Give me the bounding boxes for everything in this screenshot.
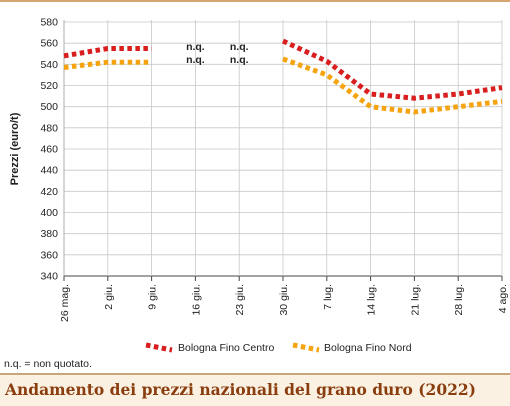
- y-tick-label: 480: [40, 122, 58, 134]
- legend-swatch: [292, 342, 320, 353]
- y-tick-label: 380: [40, 228, 58, 240]
- y-tick-label: 520: [40, 80, 58, 92]
- title-bar: Andamento dei prezzi nazionali del grano…: [0, 373, 510, 406]
- y-tick-label: 500: [40, 101, 58, 113]
- legend-label: Bologna Fino Centro: [178, 342, 274, 354]
- y-tick-label: 420: [40, 186, 58, 198]
- legend-swatch: [145, 342, 173, 353]
- series-line: [282, 56, 503, 115]
- x-tick-label: 7 lug.: [322, 284, 334, 310]
- x-tick-label: 21 lug.: [409, 284, 421, 316]
- series-bologna-fino-nord: [63, 56, 503, 115]
- price-line-chart: 340 360 380 400 420 440 460 480 500 520 540 560 580 2…: [9, 17, 509, 355]
- not-quoted-label: n.q.: [186, 41, 205, 53]
- y-tick-label: 400: [40, 207, 58, 219]
- not-quoted-label: n.q.: [186, 54, 205, 66]
- y-tick-label: 540: [40, 59, 58, 71]
- legend-item: Bologna Fino Centro: [145, 342, 274, 354]
- y-tick-label: 560: [40, 38, 58, 50]
- y-tick-label: 360: [40, 249, 58, 261]
- legend-item: Bologna Fino Nord: [292, 342, 412, 354]
- footnote: n.q. = non quotato.: [4, 358, 92, 370]
- top-accent-line: [0, 0, 510, 2]
- series-bologna-fino-centro: [63, 38, 503, 101]
- x-tick-label: 23 giu.: [234, 284, 246, 316]
- series-line: [63, 46, 152, 59]
- chart-title: Andamento dei prezzi nazionali del grano…: [5, 380, 477, 399]
- chart-canvas: 340 360 380 400 420 440 460 480 500 520 540 560 580 2…: [9, 17, 509, 355]
- legend-label: Bologna Fino Nord: [324, 342, 412, 354]
- y-tick-label: 460: [40, 144, 58, 156]
- not-quoted-label: n.q.: [230, 41, 249, 53]
- series-line: [63, 59, 152, 70]
- y-tick-label: 340: [40, 271, 58, 283]
- series-line: [281, 38, 503, 101]
- not-quoted-label: n.q.: [230, 54, 249, 66]
- x-tick-label: 4 ago.: [497, 284, 509, 313]
- x-tick-label: 2 giu.: [103, 284, 115, 310]
- x-tick-label: 16 giu.: [190, 284, 202, 316]
- x-tick-label: 28 lug.: [453, 284, 465, 316]
- y-tick-label: 440: [40, 165, 58, 177]
- x-tick-label: 9 giu.: [147, 284, 159, 310]
- y-axis-title: Prezzi (euro/t): [9, 112, 21, 185]
- x-tick-label: 26 mag.: [59, 284, 71, 322]
- x-tick-label: 30 giu.: [278, 284, 290, 316]
- x-tick-label: 14 lug.: [366, 284, 378, 316]
- y-tick-label: 580: [40, 17, 58, 29]
